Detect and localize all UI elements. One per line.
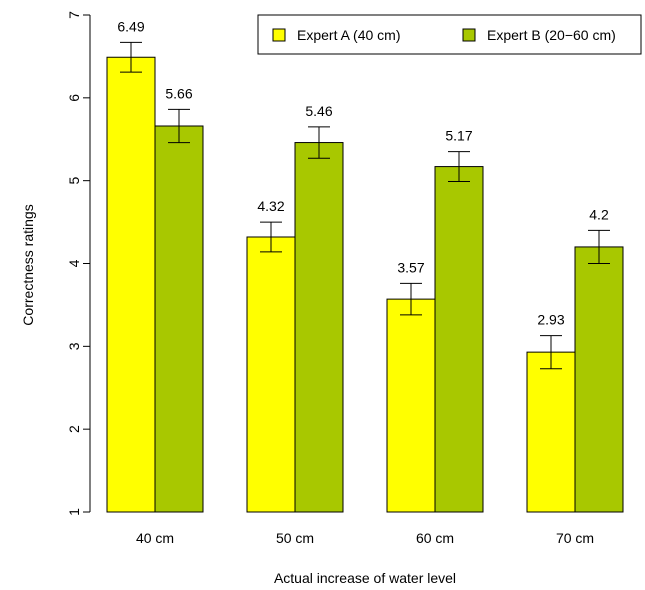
x-category-label: 60 cm: [416, 530, 454, 546]
y-tick-label: 7: [66, 11, 82, 19]
bar-expert-b: [434, 166, 484, 513]
axes-group: 1 2 3 4 5 6 7 40 cm 50 cm 60 cm 70 cm: [66, 11, 594, 546]
bar-expert-b: [574, 246, 624, 513]
x-axis-label: Actual increase of water level: [274, 570, 456, 586]
data-label: 4.32: [257, 198, 284, 214]
y-tick-label: 4: [66, 259, 82, 267]
bar-expert-a: [246, 236, 296, 513]
legend-swatch-expert-b: [462, 28, 476, 42]
x-category-label: 50 cm: [276, 530, 314, 546]
y-tick-label: 1: [66, 508, 82, 516]
bar-expert-b: [154, 125, 204, 513]
data-label: 5.17: [445, 128, 472, 144]
data-label: 5.46: [305, 103, 332, 119]
x-category-label: 40 cm: [136, 530, 174, 546]
y-tick-label: 2: [66, 425, 82, 433]
legend-label-expert-a: Expert A (40 cm): [297, 27, 400, 43]
bar-expert-a: [386, 298, 436, 513]
data-label: 4.2: [589, 206, 609, 222]
data-label: 5.66: [165, 85, 192, 101]
y-axis-label: Correctness ratings: [20, 204, 36, 325]
data-label: 2.93: [537, 312, 564, 328]
legend-label-expert-b: Expert B (20−60 cm): [487, 27, 616, 43]
x-category-label: 70 cm: [556, 530, 594, 546]
data-label: 6.49: [117, 18, 144, 34]
y-tick-label: 5: [66, 177, 82, 185]
y-tick-label: 3: [66, 342, 82, 350]
bars-group: 6.49 5.66 4.32 5.46 3.57 5.17 2.93 4.2: [106, 18, 624, 513]
legend: Expert A (40 cm) Expert B (20−60 cm): [257, 14, 642, 55]
legend-box: [257, 14, 642, 55]
bar-expert-b: [294, 142, 344, 513]
data-label: 3.57: [397, 259, 424, 275]
legend-swatch-expert-a: [272, 28, 286, 42]
bar-expert-a: [106, 56, 156, 513]
y-tick-label: 6: [66, 94, 82, 102]
bar-expert-a: [526, 351, 576, 513]
